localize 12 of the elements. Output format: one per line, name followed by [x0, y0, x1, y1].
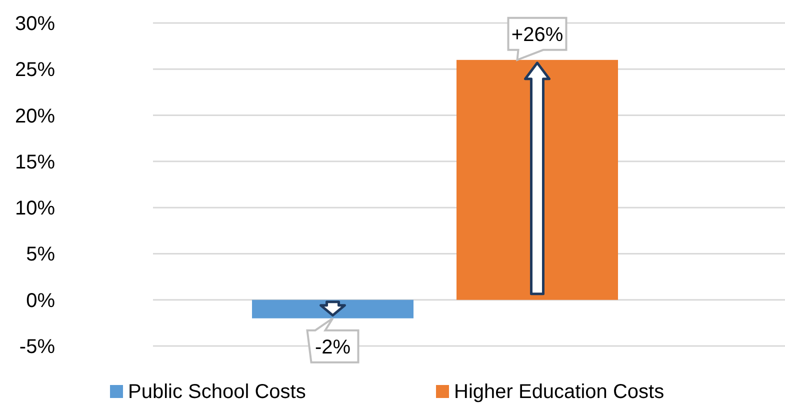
y-tick-label: 5%: [26, 244, 56, 266]
y-tick-label: 20%: [14, 105, 56, 128]
y-tick-label: -5%: [19, 336, 56, 358]
y-tick-label: 25%: [14, 59, 56, 82]
legend-label: Public School Costs: [128, 381, 306, 403]
y-tick-label: 0%: [26, 290, 56, 312]
data-label: +26%: [511, 24, 564, 46]
y-tick-label: 10%: [14, 198, 56, 220]
y-tick-label: 30%: [14, 13, 56, 35]
y-tick-label: 15%: [14, 151, 56, 174]
data-label: -2%: [314, 336, 351, 358]
legend-label: Higher Education Costs: [454, 381, 664, 403]
